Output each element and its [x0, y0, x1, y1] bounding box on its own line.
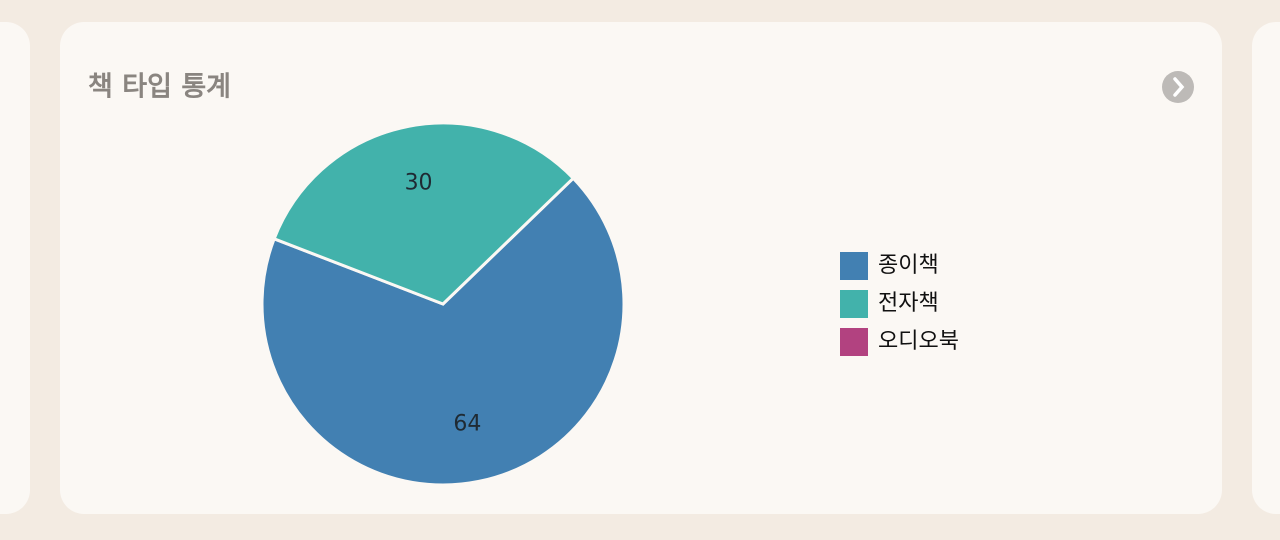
slice-label: 64: [453, 412, 481, 437]
pie-slice: [260, 176, 626, 487]
pie-slice: [272, 121, 576, 306]
legend-label: 전자책: [878, 291, 939, 316]
side-card: [1252, 22, 1280, 514]
card-title: 책 타입 통계: [88, 72, 231, 103]
more-icon[interactable]: [1162, 71, 1194, 103]
legend-swatch: [840, 328, 868, 356]
side-card: [0, 22, 30, 514]
chevron[interactable]: [1173, 77, 1185, 97]
card: [60, 22, 1222, 514]
slice-label: 30: [405, 170, 433, 195]
legend-label: 오디오북: [878, 329, 959, 354]
pie-chart: 64 30: [260, 121, 626, 487]
legend-label: 종이책: [878, 253, 939, 278]
legend-swatch: [840, 252, 868, 280]
legend-swatch: [840, 290, 868, 318]
more-button[interactable]: [1162, 71, 1194, 103]
